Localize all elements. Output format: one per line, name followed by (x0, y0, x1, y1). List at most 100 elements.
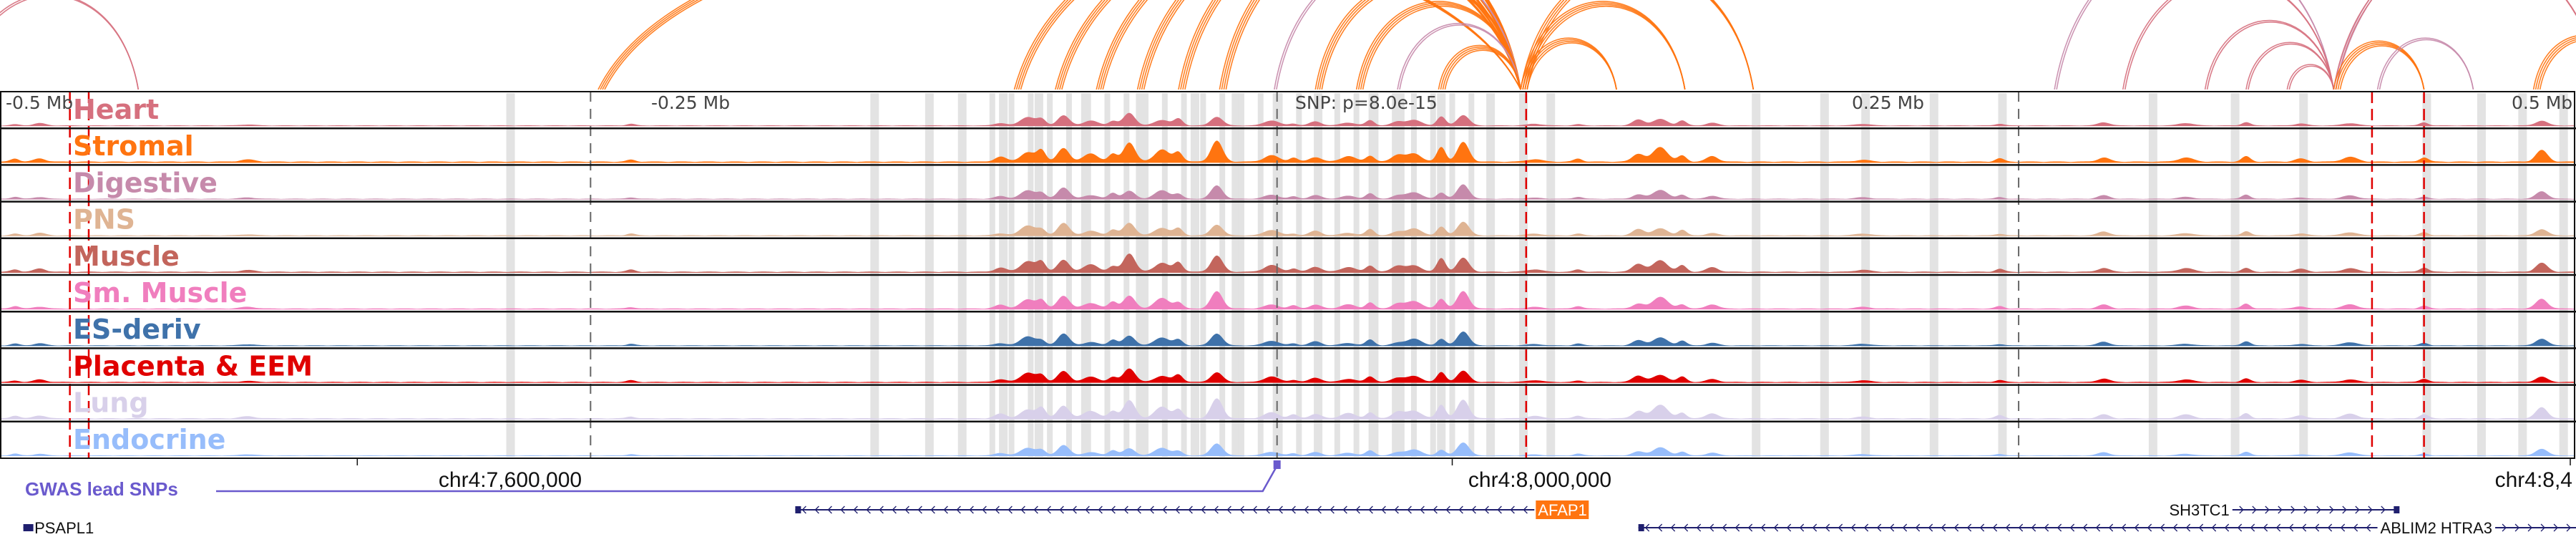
gene-label: ABLIM2 (2381, 519, 2436, 537)
strand-chevron-icon (2355, 505, 2360, 514)
strand-chevron-icon (1709, 523, 1714, 532)
strand-chevron-icon (1201, 505, 1206, 514)
loop-arc (1015, 0, 1521, 90)
gene-afap1: AFAP1 (795, 500, 1589, 519)
loop-arc (2204, 19, 2335, 90)
strand-chevron-icon (801, 505, 806, 514)
strand-chevron-icon (853, 505, 858, 514)
track-label: PNS (73, 204, 135, 236)
track-label: Digestive (73, 167, 218, 198)
loop-arc (1020, 0, 1521, 90)
strand-chevron-icon (2134, 523, 2140, 532)
strand-chevron-icon (2327, 523, 2333, 532)
strand-chevron-icon (969, 505, 974, 514)
signal-digestive (1, 184, 2575, 200)
strand-chevron-icon (943, 505, 948, 514)
strand-chevron-icon (2540, 523, 2545, 532)
strand-chevron-icon (2263, 523, 2268, 532)
strand-chevron-icon (1072, 505, 1077, 514)
track-labels: Heart Stromal Digestive PNS Muscle Sm. Muscle… (73, 94, 313, 455)
gene-highlight-badge (1536, 500, 1589, 519)
gene-exon (23, 524, 34, 531)
strand-chevron-icon (2044, 523, 2049, 532)
strand-chevron-icon (2239, 505, 2244, 514)
strand-chevron-icon (827, 505, 832, 514)
strand-chevron-icon (1735, 523, 1740, 532)
strand-chevron-icon (1265, 505, 1270, 514)
strand-chevron-icon (1149, 505, 1154, 514)
strand-chevron-icon (1497, 505, 1502, 514)
signal-es-deriv (1, 332, 2575, 347)
loop-arc (2288, 65, 2335, 90)
loop-arc (1100, 0, 1521, 90)
loop-arc (1225, 0, 1521, 90)
strand-chevron-icon (1407, 505, 1412, 514)
gene-exon (1638, 524, 1644, 531)
gene-sh3tc1: SH3TC1 (2169, 501, 2400, 519)
strand-chevron-icon (1394, 505, 1399, 514)
loop-arc (2333, 0, 2370, 90)
strand-chevron-icon (1136, 505, 1141, 514)
strand-chevron-icon (1850, 523, 1856, 532)
strand-chevron-icon (2185, 523, 2191, 532)
strand-chevron-icon (1226, 505, 1231, 514)
strand-chevron-icon (2303, 505, 2308, 514)
loop-arc (2333, 0, 2576, 90)
loop-arc (2124, 0, 2335, 90)
strand-chevron-icon (2211, 523, 2217, 532)
strand-chevron-icon (2353, 523, 2358, 532)
loop-arc (2245, 42, 2335, 90)
gwas-connector-line (216, 463, 1278, 493)
strand-chevron-icon (814, 505, 819, 514)
strand-chevron-icon (2265, 505, 2270, 514)
strand-chevron-icon (1471, 505, 1476, 514)
chromatin-loop-arcs (0, 0, 2576, 90)
strand-chevron-icon (995, 505, 1000, 514)
signal-placenta-eem (1, 368, 2575, 383)
gene-htra3: HTRA3 (2441, 519, 2576, 537)
strand-chevron-icon (1786, 523, 1792, 532)
strand-chevron-icon (1838, 523, 1843, 532)
strand-chevron-icon (1111, 505, 1116, 514)
strand-chevron-icon (1162, 505, 1167, 514)
strand-chevron-icon (1214, 505, 1219, 514)
strand-chevron-icon (1291, 505, 1296, 514)
bottom-axis-tick-label: chr4:8,4 (2495, 468, 2572, 492)
loop-arc (1184, 0, 1521, 90)
strand-chevron-icon (1381, 505, 1386, 514)
strand-chevron-icon (2108, 523, 2114, 532)
loop-arc (0, 0, 140, 90)
strand-chevron-icon (1046, 505, 1051, 514)
strand-chevron-icon (1188, 505, 1193, 514)
strand-chevron-icon (2082, 523, 2088, 532)
strand-chevron-icon (2278, 505, 2283, 514)
loop-arc (2335, 0, 2373, 90)
signal-endocrine (1, 442, 2575, 456)
strand-chevron-icon (1278, 505, 1283, 514)
strand-chevron-icon (1098, 505, 1103, 514)
strand-chevron-icon (1670, 523, 1676, 532)
loop-arc (1399, 24, 1521, 90)
strand-chevron-icon (2121, 523, 2127, 532)
loop-arc (2537, 39, 2576, 90)
strand-chevron-icon (1317, 505, 1322, 514)
gwas-track-label: GWAS lead SNPs (25, 478, 178, 500)
strand-chevron-icon (1644, 523, 1650, 532)
strand-chevron-icon (1747, 523, 1753, 532)
strand-chevron-icon (1123, 505, 1128, 514)
strand-chevron-icon (1510, 505, 1515, 514)
strand-chevron-icon (1889, 523, 1895, 532)
track-label: Sm. Muscle (73, 277, 247, 309)
strand-chevron-icon (1966, 523, 1972, 532)
strand-chevron-icon (2160, 523, 2165, 532)
loop-arc (0, 0, 140, 90)
strand-chevron-icon (1484, 505, 1489, 514)
strand-chevron-icon (1458, 505, 1463, 514)
strand-chevron-icon (1979, 523, 1985, 532)
loop-arc (1276, 0, 1521, 90)
strand-chevron-icon (2147, 523, 2152, 532)
loop-arc (1178, 0, 1521, 90)
strand-chevron-icon (1812, 523, 1818, 532)
strand-chevron-icon (1902, 523, 1908, 532)
